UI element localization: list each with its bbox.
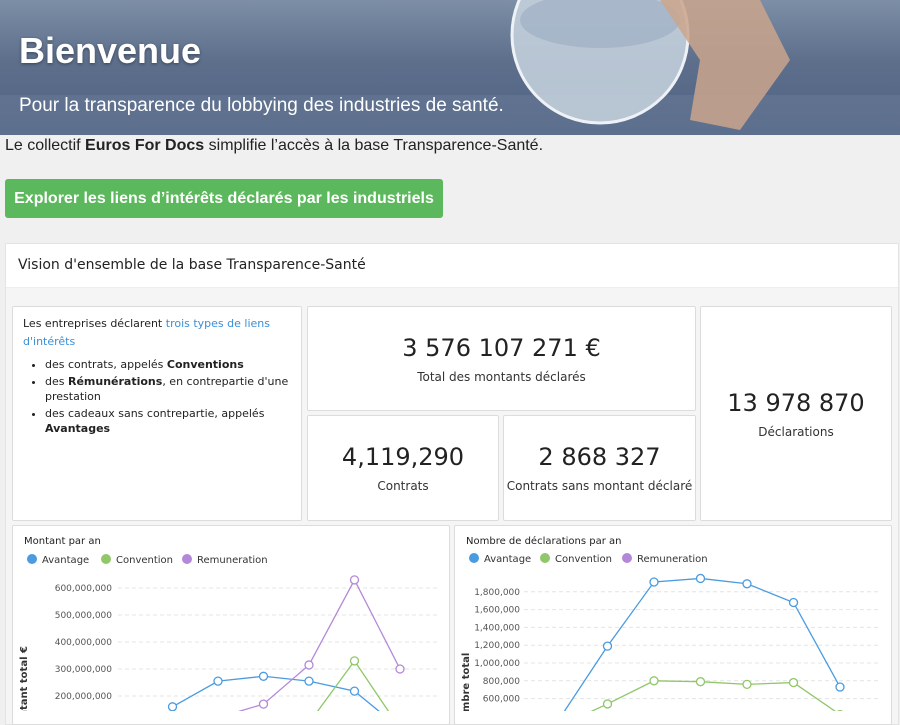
data-point (790, 679, 798, 687)
y-tick-label: 500,000,000 (55, 611, 113, 621)
y-tick-label: 600,000 (483, 695, 520, 705)
data-point (650, 677, 658, 685)
data-point (650, 578, 658, 586)
legend-marker (540, 553, 550, 563)
y-tick-label: 1,800,000 (474, 588, 520, 598)
y-axis-title: Nombre total (461, 653, 472, 711)
data-point (604, 700, 612, 708)
data-point (351, 687, 359, 695)
data-point (697, 574, 705, 582)
series-line (173, 676, 401, 711)
y-tick-label: 300,000,000 (55, 665, 113, 675)
legend-marker (622, 553, 632, 563)
legend-label: Avantage (484, 554, 531, 565)
series-line (218, 580, 400, 711)
y-tick-label: 800,000 (483, 677, 520, 687)
data-point (743, 580, 751, 588)
data-point (790, 598, 798, 606)
series-line (309, 661, 400, 711)
y-tick-label: 400,000,000 (55, 638, 113, 648)
y-tick-label: 1,000,000 (474, 659, 520, 669)
data-point (305, 677, 313, 685)
y-tick-label: 600,000,000 (55, 584, 113, 594)
legend-label: Remuneration (197, 555, 268, 566)
legend-marker (101, 554, 111, 564)
legend-marker (27, 554, 37, 564)
data-point (351, 576, 359, 584)
y-axis-title: Montant total € (19, 646, 30, 711)
data-point (260, 700, 268, 708)
chart-title: Montant par an (24, 536, 101, 547)
data-point (169, 703, 177, 711)
data-point (214, 677, 222, 685)
legend-label: Convention (116, 555, 173, 566)
data-point (697, 678, 705, 686)
data-point (836, 683, 844, 691)
y-tick-label: 1,400,000 (474, 623, 520, 633)
chart-title: Nombre de déclarations par an (466, 535, 622, 547)
y-tick-label: 200,000,000 (55, 692, 113, 702)
legend-label: Avantage (42, 555, 89, 566)
legend-label: Remuneration (637, 554, 708, 565)
legend-marker (182, 554, 192, 564)
data-point (743, 680, 751, 688)
y-tick-label: 1,600,000 (474, 606, 520, 616)
data-point (305, 661, 313, 669)
legend-label: Convention (555, 554, 612, 565)
data-point (396, 665, 404, 673)
data-point (351, 657, 359, 665)
y-tick-label: 1,200,000 (474, 641, 520, 651)
data-point (604, 642, 612, 650)
legend-marker (469, 553, 479, 563)
data-point (260, 672, 268, 680)
